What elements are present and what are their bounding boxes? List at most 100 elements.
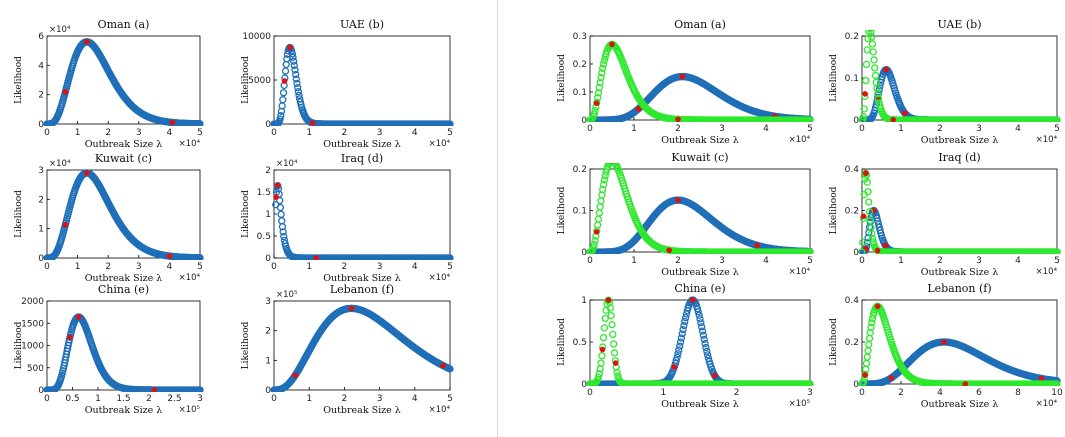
series-green-point: [865, 208, 874, 216]
x-exponent-label: ×10⁵: [789, 399, 810, 409]
plot-area: [272, 182, 454, 260]
series-blue-point: [292, 70, 300, 79]
y-axis-label: Likelihood: [829, 318, 839, 366]
red-marker: [666, 247, 673, 254]
y-tick-label: 0.5: [573, 338, 587, 348]
x-tick-label: 2: [937, 256, 943, 266]
red-marker: [83, 39, 90, 45]
series-green-point: [596, 203, 604, 211]
red-marker: [348, 305, 355, 312]
series-green-point: [607, 311, 615, 320]
x-tick-label: 3: [976, 124, 982, 134]
y-tick-label: 0.2: [845, 338, 859, 348]
x-tick-label: 2: [734, 388, 740, 398]
y-tick-label: 0.3: [573, 32, 587, 42]
x-axis-label: Outbreak Size λ: [921, 267, 999, 278]
series-blue-point: [698, 323, 706, 331]
x-tick-label: 3: [719, 124, 725, 134]
x-tick-label: 3: [377, 394, 383, 404]
y-tick-label: 2000: [21, 297, 44, 307]
x-exponent-label: ×10⁴: [1036, 399, 1058, 409]
y-tick-label: 0.2: [845, 32, 859, 42]
y-tick-label: 1: [38, 225, 44, 235]
red-marker: [671, 364, 678, 370]
x-tick-label: 10: [1051, 388, 1063, 398]
series-green-point: [866, 216, 874, 225]
red-marker: [313, 255, 320, 260]
x-axis-label: Outbreak Size λ: [85, 139, 163, 150]
series-blue-point: [699, 331, 708, 339]
x-tick-label: 5: [1054, 124, 1060, 134]
series-blue-point: [279, 228, 287, 236]
series-green-point: [864, 34, 872, 43]
series-green-point: [870, 56, 878, 64]
series-green-point: [866, 30, 873, 32]
red-marker: [675, 116, 681, 122]
series-blue-point: [682, 310, 691, 318]
y-axis-label: Likelihood: [557, 318, 567, 366]
x-tick-label: 0: [44, 262, 50, 272]
y-tick-label: 0.2: [573, 60, 587, 70]
series-blue-point: [288, 50, 296, 58]
series-green-point: [806, 116, 814, 122]
series-green-point: [597, 74, 605, 82]
series-blue-point: [278, 217, 286, 225]
x-tick-label: 0: [859, 256, 865, 266]
x-exponent-label: ×10⁴: [1036, 135, 1058, 145]
series-green-point: [859, 113, 868, 121]
x-axis-label: Outbreak Size λ: [661, 135, 739, 146]
series-green-point: [610, 349, 619, 357]
red-marker: [675, 197, 681, 203]
x-tick-label: 5: [197, 262, 203, 272]
x-tick-label: 1: [898, 124, 904, 134]
red-marker: [902, 110, 908, 117]
y-axis-label: Likelihood: [241, 56, 251, 104]
red-marker: [635, 106, 642, 112]
y-exponent-label: ×10⁴: [49, 159, 71, 169]
series-green-point: [869, 48, 877, 56]
series-blue-point: [698, 327, 707, 335]
y-tick-label: 1000: [21, 342, 44, 352]
x-tick-label: 2: [105, 262, 111, 272]
x-tick-label: 0: [271, 262, 277, 272]
y-tick-label: 0: [853, 380, 859, 390]
panel-title: Iraq (d): [341, 152, 383, 165]
red-marker: [151, 387, 157, 392]
x-tick-label: 1: [631, 124, 637, 134]
series-green-point: [806, 380, 814, 386]
series-blue-point: [446, 365, 454, 373]
x-axis-label: Outbreak Size λ: [323, 273, 401, 284]
y-exponent-label: ×10⁴: [276, 159, 298, 169]
red-marker: [599, 346, 606, 353]
series-green-point: [591, 237, 599, 245]
y-axis-label: Likelihood: [829, 186, 839, 234]
series-green-point: [599, 180, 608, 189]
x-tick-label: 0: [587, 256, 593, 266]
series-blue-point: [697, 319, 705, 327]
panel-title: Kuwait (c): [671, 151, 728, 164]
x-tick-label: 3: [136, 128, 142, 138]
plot-frame: [273, 300, 451, 391]
plot-area: [43, 169, 204, 260]
x-exponent-label: ×10⁴: [429, 139, 451, 149]
x-tick-label: 4: [937, 388, 943, 398]
red-marker: [292, 372, 298, 379]
series-green-point: [863, 46, 871, 54]
series-green-point: [598, 352, 606, 360]
series-blue-point: [276, 196, 284, 205]
series-blue-point: [291, 66, 299, 74]
x-tick-label: 3: [807, 388, 813, 398]
red-marker: [610, 163, 614, 164]
y-tick-label: 1: [265, 210, 271, 220]
series-blue-point: [696, 315, 704, 323]
x-tick-label: 5: [447, 394, 453, 404]
series-green-point: [609, 330, 617, 339]
y-tick-label: 0: [265, 120, 271, 130]
red-marker: [440, 362, 446, 369]
series-green-point: [601, 314, 609, 323]
series-green-point: [596, 78, 604, 87]
y-axis-label: Likelihood: [557, 54, 567, 102]
